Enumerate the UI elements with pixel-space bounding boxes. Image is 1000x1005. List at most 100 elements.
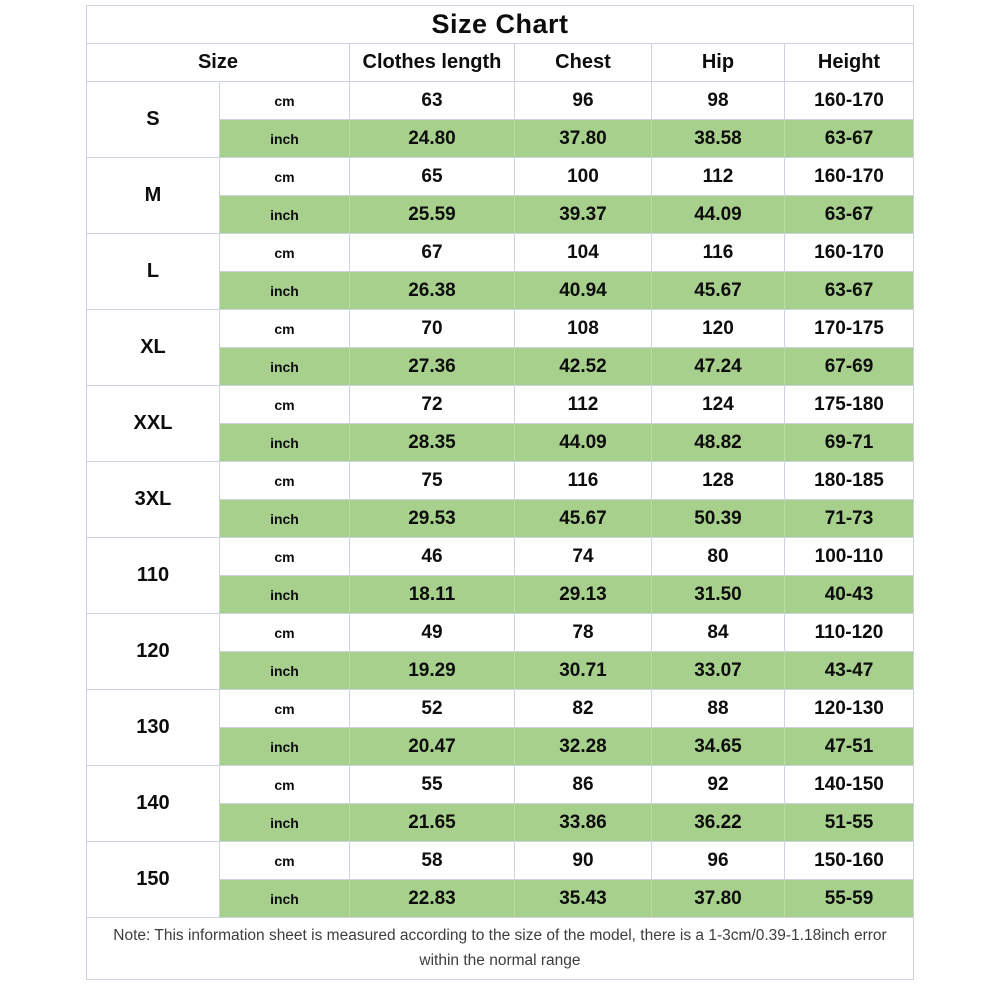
chest-cm: 82 xyxy=(513,689,652,728)
chest-inch: 44.09 xyxy=(513,423,652,462)
size-row-cm: 150 cm 58 90 96 150-160 xyxy=(85,841,915,918)
unit-label-cm: cm xyxy=(218,461,350,500)
height-cm: 175-180 xyxy=(783,385,915,424)
unit-label-inch: inch xyxy=(218,271,350,310)
size-row-cm: 110 cm 46 74 80 100-110 xyxy=(85,537,915,614)
size-label: 110 xyxy=(85,537,220,614)
hip-inch: 44.09 xyxy=(650,195,785,234)
hip-inch: 33.07 xyxy=(650,651,785,690)
size-row-inch: inch 24.80 37.80 38.58 63-67 xyxy=(86,119,915,158)
height-cm: 180-185 xyxy=(783,461,915,500)
chest-cm: 100 xyxy=(513,157,652,196)
hip-cm: 124 xyxy=(650,385,785,424)
hip-cm: 88 xyxy=(650,689,785,728)
clothes-length-cm: 72 xyxy=(348,385,515,424)
chest-inch: 45.67 xyxy=(513,499,652,538)
chest-inch: 35.43 xyxy=(513,879,652,918)
chest-cm: 96 xyxy=(513,81,652,120)
height-cm: 150-160 xyxy=(783,841,915,880)
chest-inch: 33.86 xyxy=(513,803,652,842)
hip-cm: 128 xyxy=(650,461,785,500)
clothes-length-cm: 70 xyxy=(348,309,515,348)
size-label: M xyxy=(85,157,220,234)
height-inch: 67-69 xyxy=(783,347,915,386)
hip-inch: 48.82 xyxy=(650,423,785,462)
note-row: Note: This information sheet is measured… xyxy=(85,917,915,980)
column-header-hip: Hip xyxy=(650,43,785,82)
size-row-cm: 3XL cm 75 116 128 180-185 xyxy=(85,461,915,538)
size-row-inch: inch 25.59 39.37 44.09 63-67 xyxy=(86,195,915,234)
size-row-inch: inch 19.29 30.71 33.07 43-47 xyxy=(86,651,915,690)
height-cm: 120-130 xyxy=(783,689,915,728)
clothes-length-cm: 49 xyxy=(348,613,515,652)
size-row-cm: 120 cm 49 78 84 110-120 xyxy=(85,613,915,690)
hip-cm: 120 xyxy=(650,309,785,348)
hip-cm: 116 xyxy=(650,233,785,272)
unit-label-cm: cm xyxy=(218,81,350,120)
unit-label-inch: inch xyxy=(218,575,350,614)
unit-label-cm: cm xyxy=(218,385,350,424)
hip-cm: 112 xyxy=(650,157,785,196)
size-label: XL xyxy=(85,309,220,386)
clothes-length-cm: 52 xyxy=(348,689,515,728)
chest-cm: 78 xyxy=(513,613,652,652)
clothes-length-inch: 29.53 xyxy=(348,499,515,538)
size-row-inch: inch 21.65 33.86 36.22 51-55 xyxy=(86,803,915,842)
clothes-length-cm: 65 xyxy=(348,157,515,196)
hip-inch: 34.65 xyxy=(650,727,785,766)
clothes-length-inch: 20.47 xyxy=(348,727,515,766)
height-inch: 71-73 xyxy=(783,499,915,538)
chest-cm: 74 xyxy=(513,537,652,576)
size-label: 150 xyxy=(85,841,220,918)
unit-label-inch: inch xyxy=(218,119,350,158)
clothes-length-cm: 46 xyxy=(348,537,515,576)
clothes-length-cm: 75 xyxy=(348,461,515,500)
chest-cm: 86 xyxy=(513,765,652,804)
unit-label-cm: cm xyxy=(218,765,350,804)
height-inch: 63-67 xyxy=(783,119,915,158)
height-inch: 55-59 xyxy=(783,879,915,918)
column-header-clothes-length: Clothes length xyxy=(348,43,515,82)
unit-label-inch: inch xyxy=(218,879,350,918)
hip-inch: 38.58 xyxy=(650,119,785,158)
height-cm: 160-170 xyxy=(783,233,915,272)
height-inch: 69-71 xyxy=(783,423,915,462)
clothes-length-cm: 55 xyxy=(348,765,515,804)
chest-cm: 90 xyxy=(513,841,652,880)
hip-cm: 96 xyxy=(650,841,785,880)
unit-label-cm: cm xyxy=(218,233,350,272)
height-cm: 160-170 xyxy=(783,81,915,120)
size-row-cm: 130 cm 52 82 88 120-130 xyxy=(85,689,915,766)
unit-label-inch: inch xyxy=(218,651,350,690)
height-cm: 110-120 xyxy=(783,613,915,652)
height-inch: 51-55 xyxy=(783,803,915,842)
column-header-row: Size Clothes length Chest Hip Height xyxy=(85,43,915,82)
chart-title: Size Chart xyxy=(85,5,915,44)
size-row-inch: inch 26.38 40.94 45.67 63-67 xyxy=(86,271,915,310)
chest-cm: 112 xyxy=(513,385,652,424)
clothes-length-inch: 27.36 xyxy=(348,347,515,386)
hip-inch: 36.22 xyxy=(650,803,785,842)
table-body: S cm 63 96 98 160-170 inch 24.80 37.80 3… xyxy=(85,81,915,918)
unit-label-inch: inch xyxy=(218,727,350,766)
size-label: L xyxy=(85,233,220,310)
size-row-cm: 140 cm 55 86 92 140-150 xyxy=(85,765,915,842)
unit-label-cm: cm xyxy=(218,157,350,196)
title-row: Size Chart xyxy=(85,5,915,44)
chest-inch: 37.80 xyxy=(513,119,652,158)
chest-cm: 116 xyxy=(513,461,652,500)
chest-cm: 104 xyxy=(513,233,652,272)
size-label: XXL xyxy=(85,385,220,462)
chest-cm: 108 xyxy=(513,309,652,348)
size-label: 140 xyxy=(85,765,220,842)
hip-inch: 50.39 xyxy=(650,499,785,538)
size-label: S xyxy=(85,81,220,158)
unit-label-cm: cm xyxy=(218,689,350,728)
size-label: 120 xyxy=(85,613,220,690)
height-cm: 140-150 xyxy=(783,765,915,804)
hip-cm: 84 xyxy=(650,613,785,652)
size-row-inch: inch 18.11 29.13 31.50 40-43 xyxy=(86,575,915,614)
clothes-length-inch: 26.38 xyxy=(348,271,515,310)
hip-inch: 47.24 xyxy=(650,347,785,386)
unit-label-cm: cm xyxy=(218,613,350,652)
